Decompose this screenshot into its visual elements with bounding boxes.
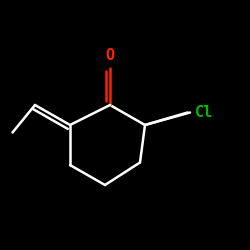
Text: Cl: Cl bbox=[195, 105, 213, 120]
Text: O: O bbox=[106, 48, 114, 62]
